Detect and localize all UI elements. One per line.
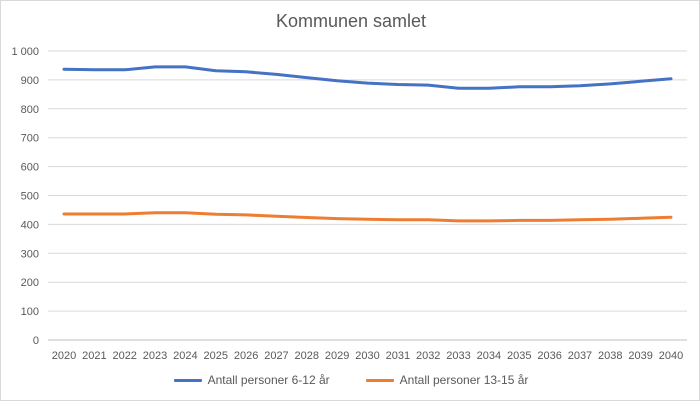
y-tick-label: 300 (21, 248, 39, 260)
y-tick-label: 0 (33, 335, 39, 347)
x-tick-label: 2036 (537, 350, 561, 362)
y-tick-label: 600 (21, 162, 39, 174)
legend-label-6-12: Antall personer 6-12 år (207, 373, 330, 387)
x-tick-label: 2040 (659, 350, 683, 362)
x-tick-label: 2037 (568, 350, 592, 362)
y-axis: 0 100 200 300 400 500 600 700 800 900 1 000 (11, 46, 39, 347)
x-tick-label: 2028 (295, 350, 319, 362)
legend-swatch-13-15 (365, 378, 394, 382)
series-line-1 (62, 211, 673, 223)
x-tick-label: 2025 (204, 350, 228, 362)
chart-title: Kommunen samlet (275, 11, 427, 31)
y-tick-label: 400 (21, 219, 39, 231)
x-tick-label: 2026 (234, 350, 258, 362)
x-axis: 2020 2021 2022 2023 2024 2025 2026 2027 2028 2029… (52, 350, 683, 362)
x-tick-label: 2039 (628, 350, 652, 362)
x-tick-label: 2031 (386, 350, 410, 362)
legend-item-13-15: Antall personer 13-15 år (365, 373, 529, 387)
y-tick-label: 800 (21, 104, 39, 116)
y-tick-label: 100 (21, 306, 39, 318)
x-tick-label: 2021 (82, 350, 106, 362)
y-tick-label: 200 (21, 277, 39, 289)
y-tick-label: 700 (21, 133, 39, 145)
gridlines (48, 50, 687, 341)
y-tick-label: 500 (21, 191, 39, 203)
series-line-0 (62, 65, 673, 90)
y-tick-label: 1 000 (11, 46, 39, 58)
x-tick-label: 2032 (416, 350, 440, 362)
x-tick-label: 2033 (446, 350, 470, 362)
x-tick-label: 2038 (598, 350, 622, 362)
legend-label-13-15: Antall personer 13-15 år (399, 373, 529, 387)
series-lines (62, 65, 673, 223)
x-tick-label: 2034 (477, 350, 501, 362)
x-tick-label: 2020 (52, 350, 76, 362)
x-tick-label: 2023 (143, 350, 167, 362)
legend-item-6-12: Antall personer 6-12 år (173, 373, 330, 387)
x-tick-label: 2024 (173, 350, 197, 362)
legend-swatch-6-12 (173, 378, 202, 382)
x-tick-label: 2035 (507, 350, 531, 362)
y-tick-label: 900 (21, 75, 39, 87)
x-tick-label: 2030 (355, 350, 379, 362)
x-tick-label: 2022 (112, 350, 136, 362)
x-tick-label: 2027 (264, 350, 288, 362)
legend: Antall personer 6-12 år Antall personer … (1, 373, 700, 387)
x-tick-label: 2029 (325, 350, 349, 362)
